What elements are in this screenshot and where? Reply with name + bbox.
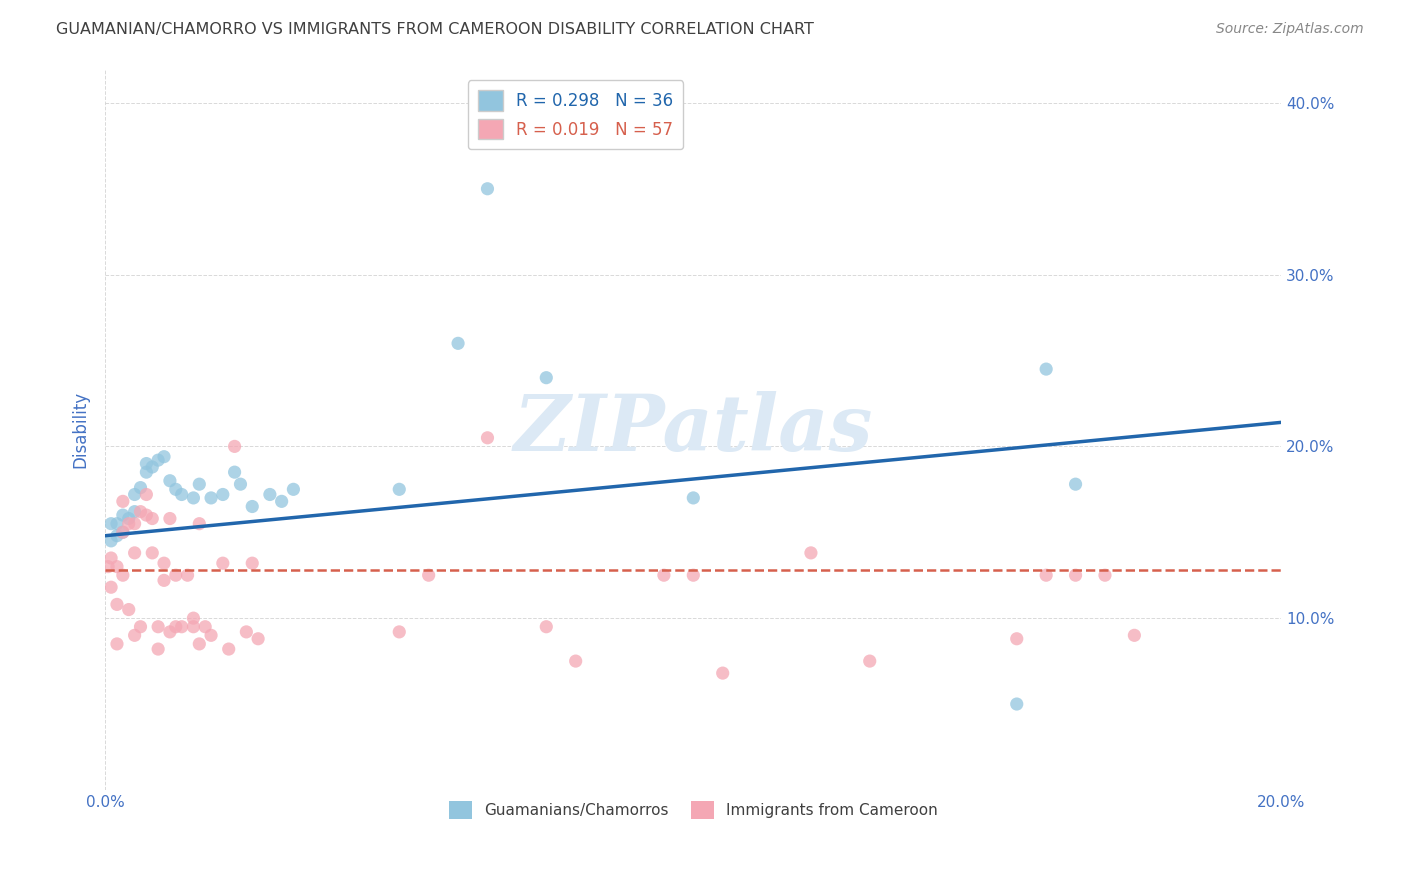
Point [135, 465, 157, 479]
Point [165, 620, 187, 634]
Point [165, 483, 187, 497]
Point [229, 477, 252, 491]
Point [536, 370, 558, 384]
Point [111, 508, 134, 522]
Point [129, 620, 152, 634]
Point [1064, 477, 1087, 491]
Point [170, 620, 193, 634]
Point [100, 533, 122, 548]
Point [153, 556, 176, 570]
Text: Source: ZipAtlas.com: Source: ZipAtlas.com [1216, 22, 1364, 37]
Point [259, 487, 281, 501]
Point [141, 546, 163, 560]
Point [183, 491, 205, 505]
Point [283, 483, 305, 497]
Point [194, 620, 217, 634]
Text: ZIPatlas: ZIPatlas [513, 391, 873, 467]
Point [477, 182, 499, 196]
Point [1094, 568, 1116, 582]
Point [170, 487, 193, 501]
Point [247, 632, 270, 646]
Legend: Guamanians/Chamorros, Immigrants from Cameroon: Guamanians/Chamorros, Immigrants from Ca… [443, 795, 945, 826]
Point [100, 580, 122, 594]
Point [176, 568, 198, 582]
Point [1064, 568, 1087, 582]
Point [183, 620, 205, 634]
Point [146, 642, 169, 657]
Point [159, 474, 181, 488]
Point [159, 511, 181, 525]
Point [100, 551, 122, 566]
Point [240, 500, 263, 514]
Point [124, 487, 146, 501]
Point [224, 439, 246, 453]
Point [105, 559, 128, 574]
Point [564, 654, 586, 668]
Point [388, 483, 411, 497]
Point [146, 453, 169, 467]
Point [1123, 628, 1146, 642]
Point [124, 505, 146, 519]
Point [105, 637, 128, 651]
Point [235, 624, 257, 639]
Point [711, 666, 734, 681]
Point [159, 624, 181, 639]
Point [418, 568, 440, 582]
Point [111, 525, 134, 540]
Point [188, 637, 211, 651]
Point [200, 491, 222, 505]
Point [183, 611, 205, 625]
Point [105, 598, 128, 612]
Point [135, 508, 157, 522]
Point [652, 568, 675, 582]
Point [97, 559, 120, 574]
Point [218, 642, 240, 657]
Point [211, 487, 233, 501]
Point [111, 568, 134, 582]
Point [118, 511, 141, 525]
Point [270, 494, 292, 508]
Point [165, 568, 187, 582]
Point [188, 477, 211, 491]
Point [188, 516, 211, 531]
Point [124, 628, 146, 642]
Point [477, 431, 499, 445]
Point [105, 529, 128, 543]
Point [118, 516, 141, 531]
Y-axis label: Disability: Disability [72, 391, 89, 467]
Point [153, 574, 176, 588]
Point [111, 494, 134, 508]
Point [200, 628, 222, 642]
Point [153, 450, 176, 464]
Point [800, 546, 823, 560]
Point [135, 487, 157, 501]
Point [240, 556, 263, 570]
Point [224, 465, 246, 479]
Point [1005, 632, 1028, 646]
Point [447, 336, 470, 351]
Point [1035, 568, 1057, 582]
Point [859, 654, 882, 668]
Point [141, 460, 163, 475]
Point [388, 624, 411, 639]
Point [682, 491, 704, 505]
Point [682, 568, 704, 582]
Point [124, 546, 146, 560]
Point [1035, 362, 1057, 376]
Point [118, 602, 141, 616]
Point [536, 620, 558, 634]
Point [211, 556, 233, 570]
Point [124, 516, 146, 531]
Point [100, 516, 122, 531]
Point [141, 511, 163, 525]
Point [146, 620, 169, 634]
Point [129, 505, 152, 519]
Point [135, 457, 157, 471]
Point [111, 525, 134, 540]
Text: GUAMANIAN/CHAMORRO VS IMMIGRANTS FROM CAMEROON DISABILITY CORRELATION CHART: GUAMANIAN/CHAMORRO VS IMMIGRANTS FROM CA… [56, 22, 814, 37]
Point [129, 481, 152, 495]
Point [1005, 697, 1028, 711]
Point [105, 516, 128, 531]
